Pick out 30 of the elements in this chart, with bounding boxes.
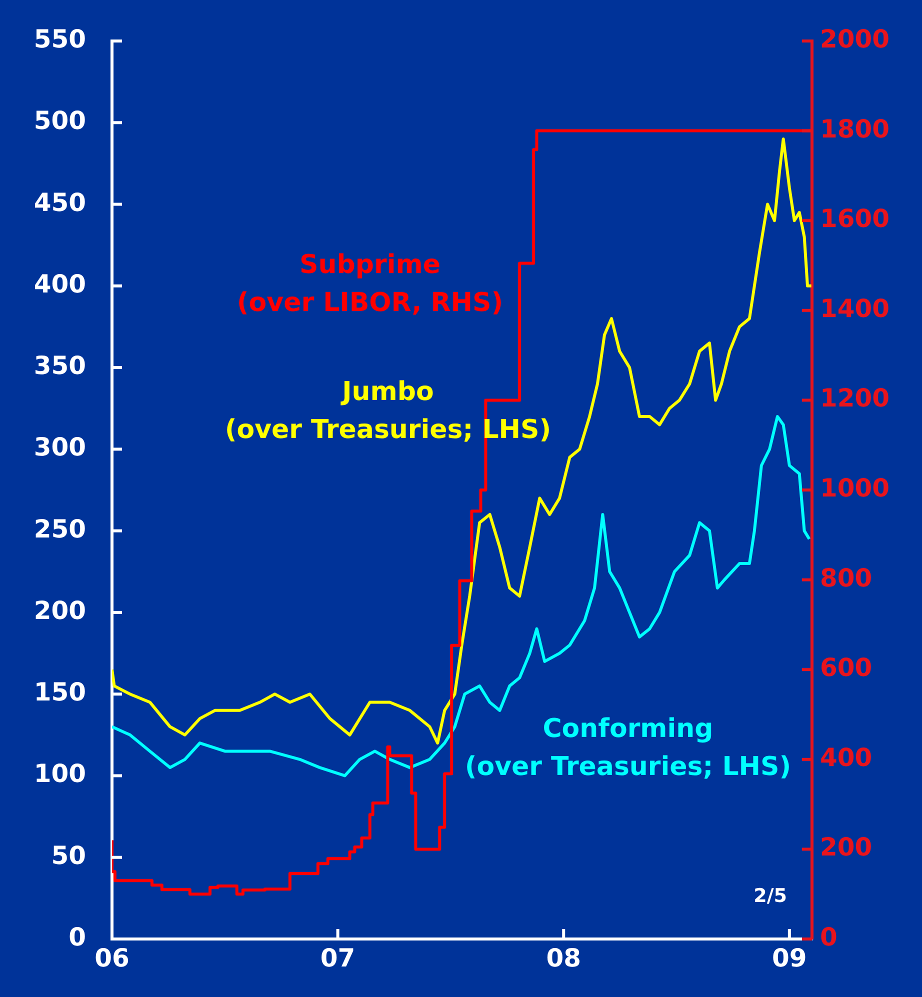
y-tick-label: 200 — [34, 596, 86, 625]
y2-tick-label: 800 — [820, 563, 872, 592]
y2-tick-label: 0 — [820, 922, 838, 952]
x-tick-label: 07 — [320, 944, 356, 972]
y-tick-label: 400 — [34, 269, 86, 298]
series-label: Subprime (over LIBOR, RHS) — [236, 250, 504, 318]
x-tick-label: 09 — [772, 944, 807, 972]
y2-tick-label: 2000 — [820, 24, 890, 54]
x-tick-label: 08 — [546, 944, 582, 972]
annotation: 2/5 — [754, 884, 787, 907]
y2-tick-label: 600 — [820, 653, 872, 682]
y2-tick-label: 1400 — [820, 294, 890, 323]
y2-tick-label: 1000 — [820, 474, 890, 502]
y-tick-label: 500 — [34, 106, 86, 136]
y-tick-label: 100 — [34, 759, 86, 788]
y-tick-label: 0 — [68, 922, 86, 952]
x-tick-label: 06 — [94, 944, 130, 972]
y2-tick-label: 1800 — [820, 114, 890, 144]
y-tick-label: 150 — [34, 678, 86, 707]
y-tick-label: 350 — [34, 351, 86, 380]
y2-tick-label: 400 — [820, 742, 872, 772]
y2-tick-label: 200 — [820, 832, 872, 862]
y2-tick-label: 1200 — [820, 384, 890, 413]
series-label: Conforming (over Treasuries; LHS) — [464, 714, 792, 782]
y-tick-label: 550 — [34, 24, 86, 54]
y-tick-label: 250 — [34, 514, 86, 544]
y2-tick-label: 1600 — [820, 204, 890, 234]
y-tick-label: 450 — [34, 188, 86, 217]
y-tick-label: 300 — [34, 432, 86, 462]
y-tick-label: 50 — [51, 840, 86, 870]
